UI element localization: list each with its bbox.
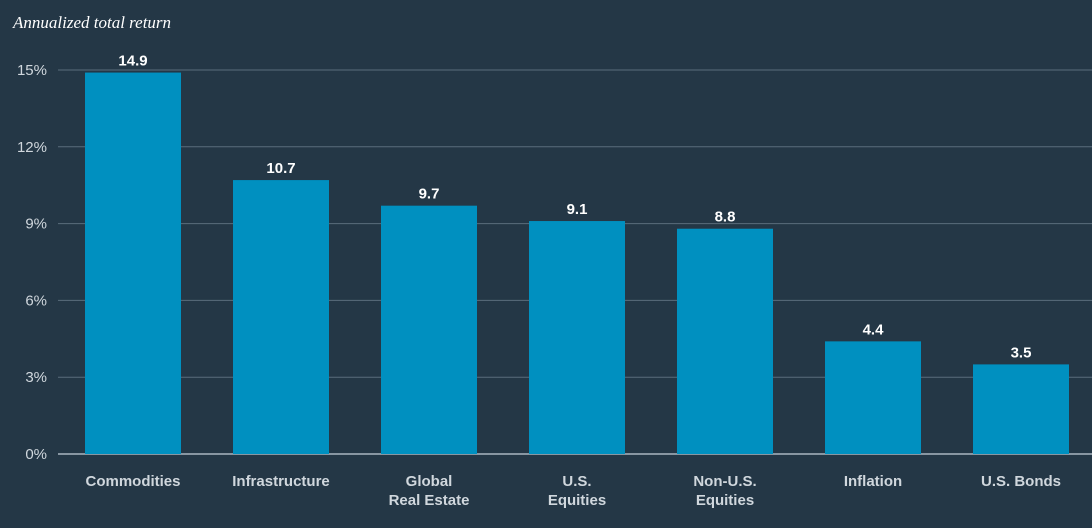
bar [825, 341, 921, 454]
y-tick-label: 9% [25, 216, 47, 233]
y-axis-label: Annualized total return [12, 13, 171, 32]
category-label: U.S. Equities [548, 473, 606, 509]
value-label: 9.1 [567, 201, 588, 218]
category-label: Infrastructure [232, 473, 330, 490]
y-tick-label: 0% [25, 446, 47, 463]
bar [233, 180, 329, 454]
bars [85, 72, 1069, 454]
value-labels: 14.9 10.7 9.7 9.1 8.8 4.4 3.5 [118, 53, 1031, 362]
category-label: Non-U.S. Equities [693, 473, 756, 509]
y-tick-label: 6% [25, 292, 47, 309]
value-label: 9.7 [419, 186, 440, 203]
y-tick-label: 12% [17, 139, 47, 156]
bar [85, 72, 181, 454]
value-label: 4.4 [863, 321, 885, 338]
category-label: Commodities [85, 473, 180, 490]
value-label: 8.8 [715, 209, 736, 226]
value-label: 3.5 [1011, 344, 1032, 361]
y-tick-label: 3% [25, 369, 47, 386]
y-tick-labels: 0% 3% 6% 9% 12% 15% [17, 62, 47, 463]
category-label: Global Real Estate [389, 473, 470, 509]
category-label: Inflation [844, 473, 902, 490]
bar [529, 221, 625, 454]
category-label: U.S. Bonds [981, 473, 1061, 490]
bar [381, 205, 477, 454]
bar [973, 364, 1069, 454]
y-tick-label: 15% [17, 62, 47, 79]
category-labels: Commodities Infrastructure Global Real Esta… [85, 473, 1061, 509]
value-label: 10.7 [266, 160, 295, 177]
bar [677, 228, 773, 454]
value-label: 14.9 [118, 53, 147, 70]
